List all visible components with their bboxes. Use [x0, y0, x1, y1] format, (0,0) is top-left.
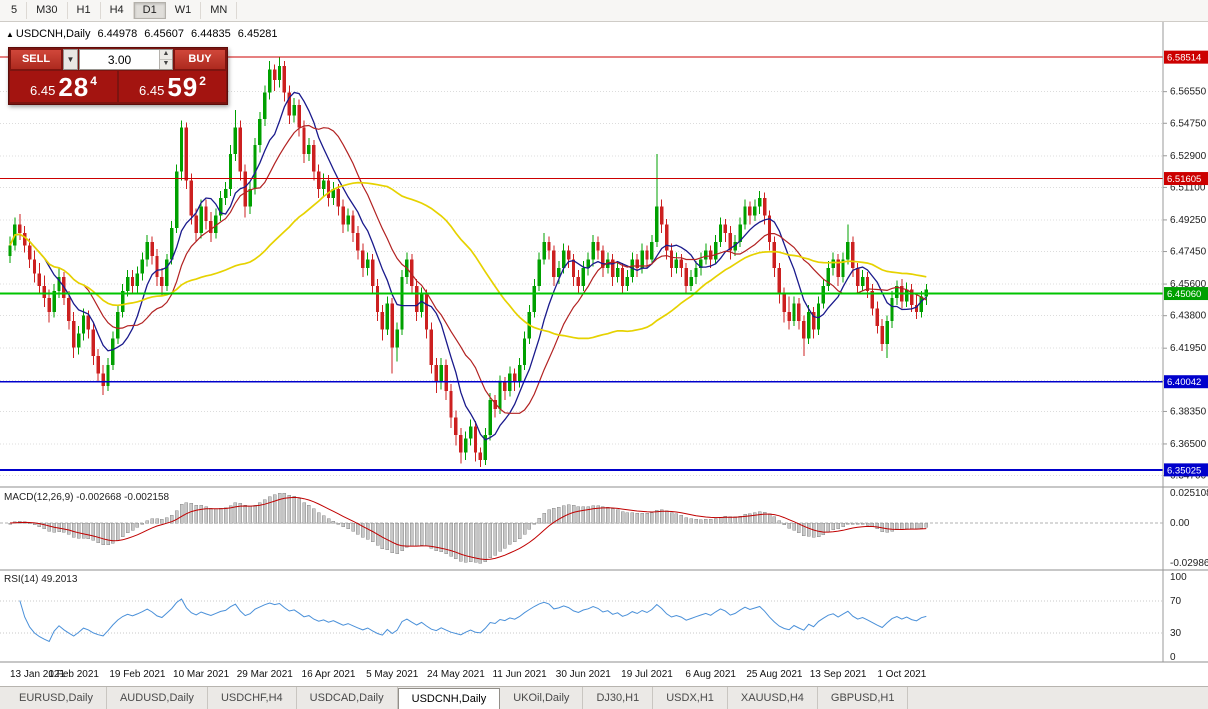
- ma-fast-navy: [9, 91, 927, 441]
- chevron-down-icon: ▼: [66, 55, 75, 64]
- timeframe-button-d1[interactable]: D1: [133, 2, 166, 19]
- svg-text:0: 0: [1170, 652, 1176, 663]
- svg-text:0.025108: 0.025108: [1170, 488, 1208, 499]
- sell-price-display[interactable]: 6.45 28 4: [10, 71, 117, 102]
- ohlc-close: 6.45281: [237, 28, 278, 40]
- chart-title: ▲ USDCNH,Daily 6.44978 6.45607 6.44835 6…: [6, 28, 278, 40]
- chart-canvas[interactable]: 6.56550 6.54750 6.52900 6.51100 6.49250 6.474…: [0, 22, 1208, 686]
- svg-text:6 Aug 2021: 6 Aug 2021: [685, 669, 736, 680]
- symbol-tab-usdcad-daily[interactable]: USDCAD,Daily: [297, 687, 398, 709]
- symbol-tab-usdcnh-daily[interactable]: USDCNH,Daily: [397, 688, 501, 709]
- ma-slow-yellow: [9, 181, 927, 340]
- svg-text:70: 70: [1170, 596, 1182, 607]
- svg-text:6.54750: 6.54750: [1170, 118, 1207, 129]
- svg-text:19 Feb 2021: 19 Feb 2021: [109, 669, 166, 680]
- svg-text:13 Jan 2021: 13 Jan 2021: [10, 669, 65, 680]
- svg-text:6.35025: 6.35025: [1167, 465, 1201, 476]
- svg-text:5 May 2021: 5 May 2021: [366, 669, 419, 680]
- svg-text:29 Mar 2021: 29 Mar 2021: [237, 669, 294, 680]
- price-grid: [0, 91, 1163, 477]
- buy-price-pip: 2: [199, 74, 206, 88]
- timeframe-button-h4[interactable]: H4: [101, 2, 134, 19]
- svg-text:-0.029868: -0.029868: [1170, 558, 1208, 569]
- macd-label: MACD(12,26,9) -0.002668 -0.002158: [4, 492, 170, 503]
- svg-text:0.00: 0.00: [1170, 518, 1190, 529]
- symbol-marker-icon: ▲: [6, 29, 14, 39]
- symbol-tab-eurusd-daily[interactable]: EURUSD,Daily: [6, 687, 107, 709]
- volume-spinner: ▲ ▼: [159, 50, 172, 69]
- symbol-tab-xauusd-h4[interactable]: XAUUSD,H4: [728, 687, 818, 709]
- symbol-tab-ukoil-daily[interactable]: UKOil,Daily: [500, 687, 584, 709]
- volume-field: ▲ ▼: [79, 49, 173, 70]
- svg-text:10 Mar 2021: 10 Mar 2021: [173, 669, 230, 680]
- svg-text:6.45060: 6.45060: [1167, 289, 1201, 300]
- svg-text:6.51100: 6.51100: [1170, 182, 1206, 193]
- timeframe-button-5[interactable]: 5: [2, 2, 28, 19]
- macd-panel: MACD(12,26,9) -0.002668 -0.002158 0.02510…: [0, 488, 1208, 569]
- timeframe-button-mn[interactable]: MN: [201, 2, 238, 19]
- svg-text:11 Jun 2021: 11 Jun 2021: [492, 669, 547, 680]
- svg-text:24 May 2021: 24 May 2021: [427, 669, 485, 680]
- sell-price-small: 6.45: [30, 83, 56, 98]
- svg-text:13 Sep 2021: 13 Sep 2021: [810, 669, 867, 680]
- svg-text:6.52900: 6.52900: [1170, 151, 1207, 162]
- buy-price-display[interactable]: 6.45 59 2: [119, 71, 226, 102]
- panel-separators: [0, 22, 1208, 663]
- ohlc-open: 6.44978: [97, 28, 138, 40]
- svg-text:6.40042: 6.40042: [1167, 377, 1201, 388]
- svg-text:6.38350: 6.38350: [1170, 406, 1207, 417]
- svg-text:6.49250: 6.49250: [1170, 215, 1207, 226]
- svg-text:30 Jun 2021: 30 Jun 2021: [556, 669, 611, 680]
- timeframe-toolbar: 5 M30 H1 H4 D1 W1 MN: [0, 0, 1208, 22]
- svg-text:19 Jul 2021: 19 Jul 2021: [621, 669, 673, 680]
- ohlc-low: 6.44835: [191, 28, 231, 40]
- timeframe-button-m30[interactable]: M30: [27, 2, 68, 19]
- symbol-tab-usdchf-h4[interactable]: USDCHF,H4: [208, 687, 297, 709]
- buy-button[interactable]: BUY: [174, 49, 226, 70]
- svg-text:6.58514: 6.58514: [1167, 53, 1201, 64]
- svg-text:100: 100: [1170, 572, 1187, 583]
- svg-text:1 Oct 2021: 1 Oct 2021: [877, 669, 926, 680]
- volume-increase-button[interactable]: ▲: [160, 50, 172, 60]
- one-click-trading-panel: SELL ▼ ▲ ▼ BUY 6.45 28 4: [8, 47, 228, 105]
- svg-text:6.51605: 6.51605: [1167, 174, 1201, 185]
- volume-decrease-button[interactable]: ▼: [160, 60, 172, 69]
- rsi-panel: RSI(14) 49.2013 100 70 30 0: [0, 572, 1187, 663]
- volume-dropdown-button[interactable]: ▼: [63, 49, 78, 70]
- svg-text:6.47450: 6.47450: [1170, 247, 1207, 258]
- svg-text:6.41950: 6.41950: [1170, 343, 1207, 354]
- symbol-tab-usdx-h1[interactable]: USDX,H1: [653, 687, 728, 709]
- sell-button[interactable]: SELL: [10, 49, 62, 70]
- svg-text:25 Aug 2021: 25 Aug 2021: [746, 669, 803, 680]
- symbol-tab-audusd-daily[interactable]: AUDUSD,Daily: [107, 687, 208, 709]
- ma-mid-red: [9, 124, 927, 414]
- timeframe-button-w1[interactable]: W1: [166, 2, 202, 19]
- price-badges: 6.58514 6.51605 6.45060 6.40042 6.35025: [1164, 50, 1208, 477]
- svg-text:30: 30: [1170, 628, 1182, 639]
- moving-averages: [9, 91, 927, 441]
- symbol-tab-gbpusd-h1[interactable]: GBPUSD,H1: [818, 687, 909, 709]
- buy-price-big: 59: [167, 72, 199, 102]
- svg-text:1 Feb 2021: 1 Feb 2021: [48, 669, 99, 680]
- timeframe-button-h1[interactable]: H1: [68, 2, 101, 19]
- svg-text:6.45600: 6.45600: [1170, 279, 1207, 290]
- symbol-name: USDCNH,Daily: [15, 28, 91, 40]
- svg-text:6.36500: 6.36500: [1170, 439, 1207, 450]
- symbol-tab-dj30-h1[interactable]: DJ30,H1: [583, 687, 654, 709]
- rsi-label: RSI(14) 49.2013: [4, 574, 78, 585]
- sell-price-big: 28: [58, 72, 90, 102]
- volume-input[interactable]: [80, 50, 159, 69]
- symbol-tab-bar: EURUSD,Daily AUDUSD,Daily USDCHF,H4 USDCAD,…: [0, 686, 1208, 709]
- chart-background: [0, 22, 1208, 686]
- svg-text:6.43800: 6.43800: [1170, 311, 1207, 322]
- svg-text:16 Apr 2021: 16 Apr 2021: [302, 669, 356, 680]
- sell-price-pip: 4: [90, 74, 97, 88]
- ohlc-high: 6.45607: [144, 28, 185, 40]
- buy-price-small: 6.45: [139, 83, 165, 98]
- svg-text:6.56550: 6.56550: [1170, 87, 1207, 98]
- chart-window: 6.56550 6.54750 6.52900 6.51100 6.49250 6.474…: [0, 22, 1208, 686]
